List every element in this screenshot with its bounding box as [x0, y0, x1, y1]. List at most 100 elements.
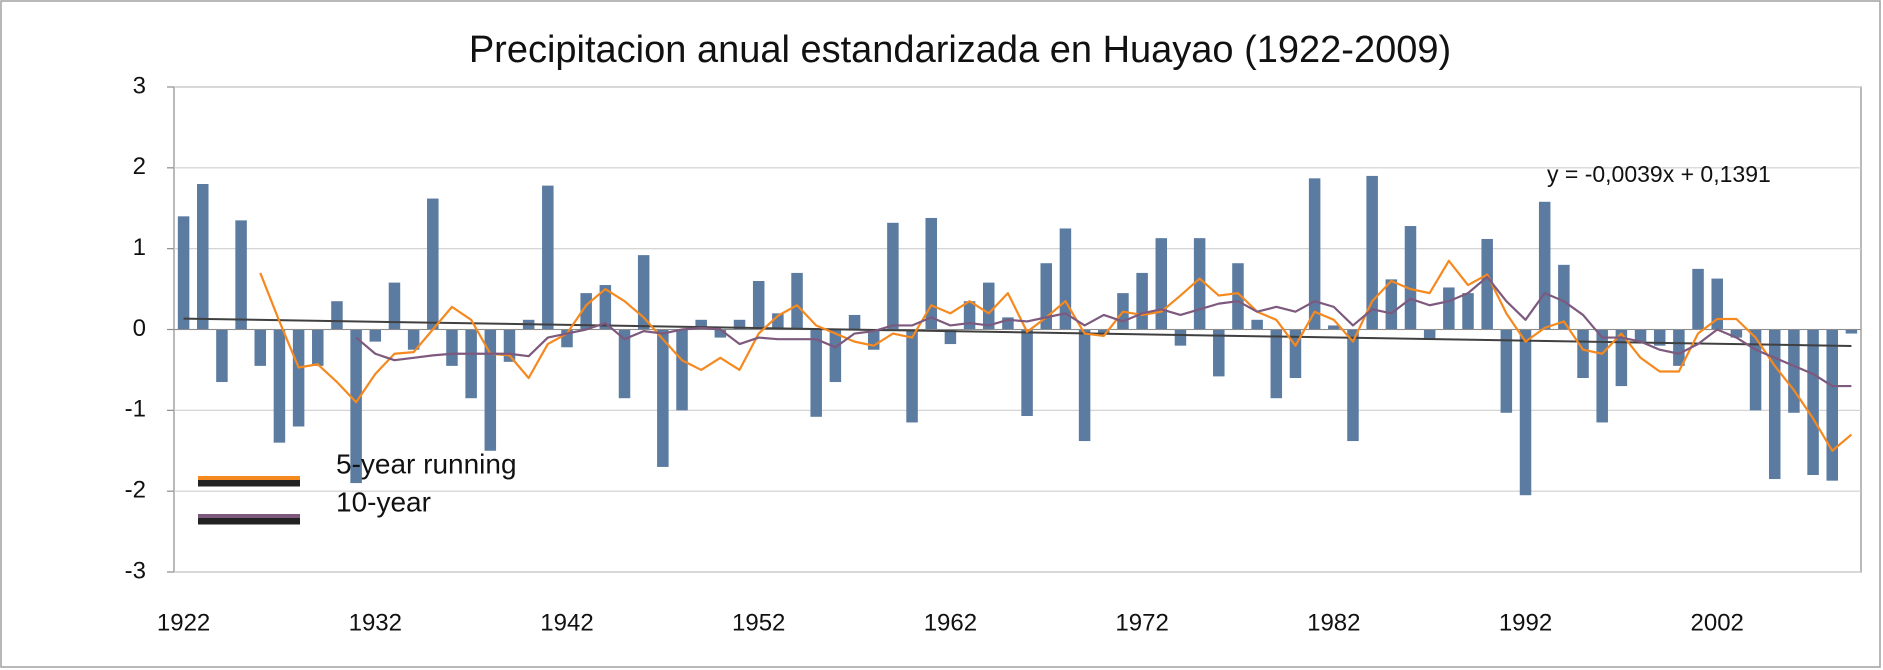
bar	[1443, 287, 1455, 330]
bar	[465, 329, 477, 399]
legend-label: 5-year running	[336, 448, 517, 479]
bar	[1423, 329, 1436, 340]
y-tick-label: -3	[125, 557, 146, 584]
x-tick-label: 1942	[540, 609, 593, 636]
bar	[1481, 238, 1493, 330]
bar	[177, 216, 190, 330]
bar	[676, 329, 688, 411]
bar	[503, 329, 516, 362]
bar	[637, 255, 650, 330]
bar	[1826, 329, 1838, 481]
bar	[292, 329, 305, 427]
bar	[772, 313, 784, 330]
bar	[1270, 329, 1283, 399]
bar	[1002, 317, 1014, 330]
bar	[1136, 272, 1148, 330]
series-line	[355, 275, 1852, 388]
y-tick-label: -1	[125, 396, 146, 423]
bar	[714, 329, 727, 338]
bar	[254, 329, 267, 366]
y-tick-label: 0	[133, 315, 146, 342]
bar	[1078, 329, 1091, 442]
y-tick-label: 1	[133, 234, 146, 261]
x-tick-label: 2002	[1691, 609, 1744, 636]
bar	[1634, 329, 1647, 342]
bar	[1347, 329, 1359, 442]
series-line	[259, 259, 1853, 452]
bar	[1251, 319, 1263, 330]
bar	[446, 329, 458, 366]
y-tick-label: 2	[133, 153, 146, 180]
chart-title: Precipitacion anual estandarizada en Hua…	[469, 29, 1451, 71]
bar	[887, 222, 899, 330]
bar	[484, 329, 497, 451]
bar	[350, 329, 362, 484]
x-tick-label: 1952	[732, 609, 785, 636]
bar	[1308, 178, 1321, 330]
bar	[561, 329, 573, 348]
bar	[388, 282, 401, 330]
y-tick-label: 3	[133, 72, 146, 99]
bar	[791, 272, 803, 330]
bar	[1538, 201, 1551, 330]
bar	[925, 217, 937, 330]
bar	[273, 329, 286, 443]
bar	[867, 329, 880, 350]
bar	[1366, 175, 1378, 330]
bar	[1462, 293, 1474, 330]
bar	[542, 185, 554, 330]
x-tick-label: 1922	[157, 609, 210, 636]
bar	[1098, 329, 1110, 334]
legend-label: 10-year	[336, 486, 431, 517]
bar	[1653, 329, 1666, 346]
bar	[906, 329, 918, 423]
bar	[1730, 329, 1743, 338]
bar	[1059, 228, 1072, 330]
bar	[1155, 238, 1168, 330]
trend-line	[183, 317, 1852, 347]
bar	[407, 329, 420, 350]
bar	[1213, 329, 1225, 377]
bar	[752, 281, 765, 330]
bar	[1673, 329, 1685, 366]
bar	[1385, 279, 1398, 330]
bar	[657, 329, 669, 467]
bar	[235, 220, 247, 330]
bar	[1404, 226, 1417, 330]
x-tick-label: 1962	[924, 609, 977, 636]
bar	[1519, 329, 1532, 496]
bar	[216, 329, 228, 383]
bar	[580, 293, 592, 330]
bar	[1845, 329, 1858, 334]
bar	[944, 329, 957, 345]
bar	[1040, 263, 1053, 330]
bar	[1711, 278, 1723, 330]
x-tick-label: 1982	[1307, 609, 1360, 636]
trend-label: y = -0,0039x + 0,1391	[1547, 161, 1771, 187]
bar	[733, 319, 746, 330]
bar	[618, 329, 631, 399]
bar	[1768, 329, 1781, 480]
bar	[810, 329, 822, 417]
bar	[369, 329, 382, 342]
bar	[1807, 329, 1819, 475]
bar	[427, 198, 439, 330]
bar	[1788, 329, 1800, 413]
x-tick-label: 1932	[349, 609, 402, 636]
bar	[1692, 268, 1704, 330]
bar	[1193, 238, 1206, 330]
x-tick-label: 1992	[1499, 609, 1552, 636]
bar	[197, 184, 209, 330]
bar	[312, 329, 324, 366]
bar	[1749, 329, 1762, 411]
y-tick-label: -2	[125, 477, 146, 504]
bar	[1615, 329, 1628, 387]
bar	[1328, 325, 1340, 330]
bar	[982, 282, 995, 330]
bar	[1174, 329, 1187, 346]
bar	[1577, 329, 1589, 378]
bar	[599, 285, 612, 330]
bar	[1289, 329, 1302, 378]
bar	[1232, 263, 1244, 330]
